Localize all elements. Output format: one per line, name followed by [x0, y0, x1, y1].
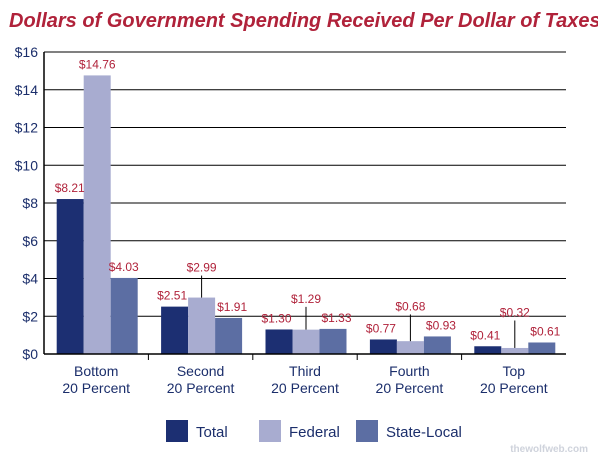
bar-total [369, 339, 397, 354]
data-label: $14.76 [79, 57, 116, 71]
x-tick-label: 20 Percent [480, 380, 548, 396]
legend-swatch [356, 420, 378, 442]
y-tick-label: $12 [15, 120, 39, 136]
bar-federal [292, 329, 320, 354]
y-tick-label: $16 [15, 44, 39, 60]
bar-federal [83, 75, 111, 354]
y-axis-ticks: $0 $2 $4 $6 $8 $10 $12 $14 $16 [15, 44, 39, 362]
y-tick-label: $4 [22, 271, 38, 287]
bar-total [474, 346, 502, 354]
bar-state-local [423, 336, 451, 354]
x-tick-label: 20 Percent [376, 380, 444, 396]
bar-total [56, 199, 84, 354]
data-label: $1.30 [262, 311, 292, 325]
bar-state-local [110, 277, 138, 354]
x-tick-label: Bottom [74, 363, 118, 379]
legend-label: State-Local [386, 424, 462, 441]
data-label: $0.77 [366, 321, 396, 335]
bar-state-local [215, 317, 243, 354]
x-tick-label: 20 Percent [271, 380, 339, 396]
bars [56, 75, 556, 354]
legend: Total Federal State-Local [166, 420, 462, 442]
y-tick-label: $2 [22, 308, 38, 324]
bar-state-local [528, 342, 556, 354]
bar-state-local [319, 328, 347, 354]
axes [43, 52, 566, 360]
y-tick-label: $0 [22, 346, 38, 362]
legend-label: Federal [289, 424, 340, 441]
data-label: $8.21 [55, 181, 85, 195]
data-label: $0.93 [426, 318, 456, 332]
data-label: $2.51 [157, 289, 187, 303]
legend-swatch [259, 420, 281, 442]
data-label: $1.33 [322, 311, 352, 325]
x-tick-label: 20 Percent [62, 380, 130, 396]
bar-federal [501, 347, 529, 354]
data-labels: $8.21 $14.76 $4.03 $2.51$2.99 $1.91 $1.30 $1.2… [55, 57, 561, 342]
bar-total [161, 306, 189, 354]
data-label: $0.32 [500, 305, 530, 319]
data-label: $1.91 [217, 300, 247, 314]
x-tick-label: Third [289, 363, 321, 379]
x-tick-label: Fourth [389, 363, 429, 379]
label-leaders [201, 275, 516, 348]
data-label: $0.61 [530, 324, 560, 338]
y-tick-label: $6 [22, 233, 38, 249]
chart-title: Dollars of Government Spending Received … [9, 10, 598, 32]
bar-federal [188, 297, 216, 354]
data-label: $0.41 [470, 328, 500, 342]
y-tick-label: $14 [15, 82, 39, 98]
data-label: $2.99 [187, 261, 217, 275]
x-tick-label: Top [503, 363, 526, 379]
data-label: $0.68 [395, 299, 425, 313]
x-tick-label: 20 Percent [167, 380, 235, 396]
y-tick-label: $10 [15, 157, 39, 173]
legend-label: Total [196, 424, 228, 441]
bar-total [265, 329, 293, 354]
bar-federal [396, 341, 424, 354]
legend-swatch [166, 420, 188, 442]
y-tick-label: $8 [22, 195, 38, 211]
watermark: thewolfweb.com [510, 444, 588, 455]
x-tick-label: Second [177, 363, 224, 379]
data-label: $1.29 [291, 292, 321, 306]
data-label: $4.03 [109, 260, 139, 274]
